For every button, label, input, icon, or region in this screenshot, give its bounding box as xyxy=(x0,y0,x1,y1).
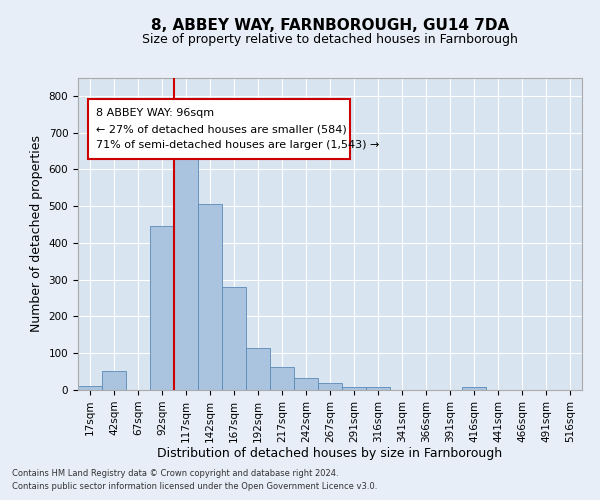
Text: 8, ABBEY WAY, FARNBOROUGH, GU14 7DA: 8, ABBEY WAY, FARNBOROUGH, GU14 7DA xyxy=(151,18,509,32)
Bar xyxy=(174,158,198,390)
Bar xyxy=(198,204,222,390)
Text: Contains public sector information licensed under the Open Government Licence v3: Contains public sector information licen… xyxy=(12,482,377,491)
Bar xyxy=(102,371,126,390)
Text: Size of property relative to detached houses in Farnborough: Size of property relative to detached ho… xyxy=(142,32,518,46)
Text: Contains HM Land Registry data © Crown copyright and database right 2024.: Contains HM Land Registry data © Crown c… xyxy=(12,468,338,477)
Bar xyxy=(270,367,294,390)
Bar xyxy=(294,378,318,390)
FancyBboxPatch shape xyxy=(88,100,350,159)
Bar xyxy=(222,287,246,390)
Bar xyxy=(150,226,174,390)
Bar xyxy=(246,348,270,390)
Bar xyxy=(366,387,390,390)
Bar xyxy=(78,386,102,390)
Text: 8 ABBEY WAY: 96sqm
← 27% of detached houses are smaller (584)
71% of semi-detach: 8 ABBEY WAY: 96sqm ← 27% of detached hou… xyxy=(95,108,379,150)
Bar xyxy=(462,388,486,390)
Y-axis label: Number of detached properties: Number of detached properties xyxy=(30,135,43,332)
Bar xyxy=(342,387,366,390)
X-axis label: Distribution of detached houses by size in Farnborough: Distribution of detached houses by size … xyxy=(157,448,503,460)
Bar xyxy=(318,384,342,390)
